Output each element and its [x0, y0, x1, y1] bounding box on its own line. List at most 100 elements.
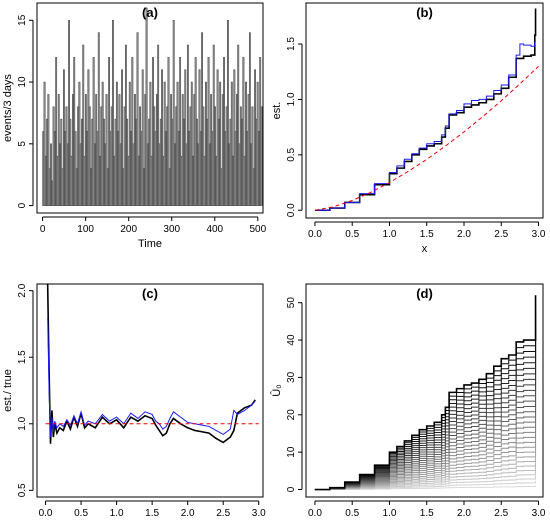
bar	[161, 69, 163, 206]
x-tick-label: 2.5	[216, 508, 230, 519]
curve	[314, 440, 537, 491]
series-line	[314, 41, 536, 211]
panel-title: (b)	[416, 5, 433, 20]
bar	[121, 69, 123, 206]
series-line	[314, 8, 537, 212]
panel-title: (c)	[142, 286, 158, 301]
y-tick-label: 5	[17, 141, 28, 147]
bar	[97, 32, 100, 206]
curve	[314, 480, 537, 491]
bar	[242, 57, 245, 206]
curve	[314, 458, 537, 491]
y-tick-label: 50	[286, 297, 297, 309]
y-tick-label: 15	[17, 14, 28, 26]
bar	[248, 32, 251, 206]
bar	[237, 44, 240, 206]
bar	[131, 57, 134, 206]
curve	[314, 470, 537, 491]
bar	[230, 81, 233, 206]
curve	[314, 367, 537, 491]
series-line	[314, 65, 539, 211]
bar	[184, 69, 187, 206]
bar	[167, 57, 170, 206]
y-tick-label: 0	[17, 202, 28, 208]
panel-title: (a)	[142, 5, 158, 20]
curve	[314, 331, 537, 491]
x-tick-label: 0.0	[308, 508, 322, 519]
series-line	[47, 317, 256, 438]
x-tick-label: 300	[163, 224, 180, 235]
y-axis-label: events/3 days	[2, 74, 14, 142]
x-tick-label: 0.5	[345, 229, 359, 240]
x-tick-label: 2.0	[457, 229, 471, 240]
plot-frame	[305, 283, 544, 498]
curve	[314, 346, 537, 491]
curve	[314, 295, 537, 491]
curve	[314, 447, 537, 491]
x-tick-label: 1.0	[383, 229, 397, 240]
bar	[145, 7, 148, 206]
y-tick-label: 10	[286, 446, 297, 458]
x-tick-label: 0.0	[308, 229, 322, 240]
bar	[207, 57, 210, 206]
curve	[314, 475, 537, 491]
bar	[227, 20, 229, 206]
curve	[314, 485, 537, 491]
y-tick-label: 1.0	[17, 416, 28, 430]
y-tick-label: 0.5	[17, 483, 28, 497]
x-tick-label: 1.0	[110, 508, 124, 519]
x-axis-label: x	[422, 243, 428, 255]
bar	[47, 94, 50, 206]
bar	[50, 143, 52, 206]
y-axis-label: est./ true	[2, 369, 14, 412]
x-tick-label: 3.0	[252, 508, 266, 519]
plot-frame	[36, 283, 264, 498]
bar	[157, 44, 160, 206]
x-tick-label: 0	[40, 224, 46, 235]
x-tick-label: 2.5	[494, 508, 508, 519]
x-tick-label: 1.5	[420, 508, 434, 519]
x-tick-label: 2.0	[181, 508, 195, 519]
bar	[82, 44, 85, 206]
bar	[251, 106, 254, 206]
curve	[314, 408, 537, 491]
bar	[149, 81, 152, 206]
x-tick-label: 3.0	[532, 229, 546, 240]
x-tick-label: 500	[249, 224, 266, 235]
bar	[190, 81, 193, 206]
x-tick-label: 0.5	[345, 508, 359, 519]
y-tick-label: 1.5	[286, 37, 297, 51]
bar	[172, 20, 175, 206]
x-tick-label: 200	[120, 224, 137, 235]
bar	[136, 32, 139, 206]
y-tick-label: 0	[286, 486, 297, 492]
curve	[314, 317, 537, 491]
y-tick-label: 20	[286, 409, 297, 421]
y-tick-label: 10	[17, 76, 28, 88]
x-tick-label: 1.5	[145, 508, 159, 519]
x-tick-label: 100	[77, 224, 94, 235]
y-axis-label: est.	[271, 102, 283, 120]
x-tick-label: 1.0	[383, 508, 397, 519]
plot-frame	[305, 2, 544, 219]
x-tick-label: 3.0	[532, 508, 546, 519]
x-tick-label: 2.5	[494, 229, 508, 240]
y-tick-label: 0.0	[286, 203, 297, 217]
bar	[68, 20, 70, 206]
plot-area	[314, 295, 537, 491]
bar	[179, 57, 182, 206]
x-tick-label: 0.5	[74, 508, 88, 519]
curve	[314, 453, 537, 491]
bar	[186, 44, 189, 206]
y-tick-label: 2.0	[17, 283, 28, 297]
y-tick-label: 0.5	[286, 147, 297, 161]
bar	[92, 57, 95, 206]
x-tick-label: 400	[206, 224, 223, 235]
bar	[141, 69, 144, 206]
y-tick-label: 40	[286, 334, 297, 346]
x-tick-label: 1.5	[420, 229, 434, 240]
x-axis-label: Time	[138, 238, 162, 250]
x-tick-label: 0.0	[39, 508, 53, 519]
